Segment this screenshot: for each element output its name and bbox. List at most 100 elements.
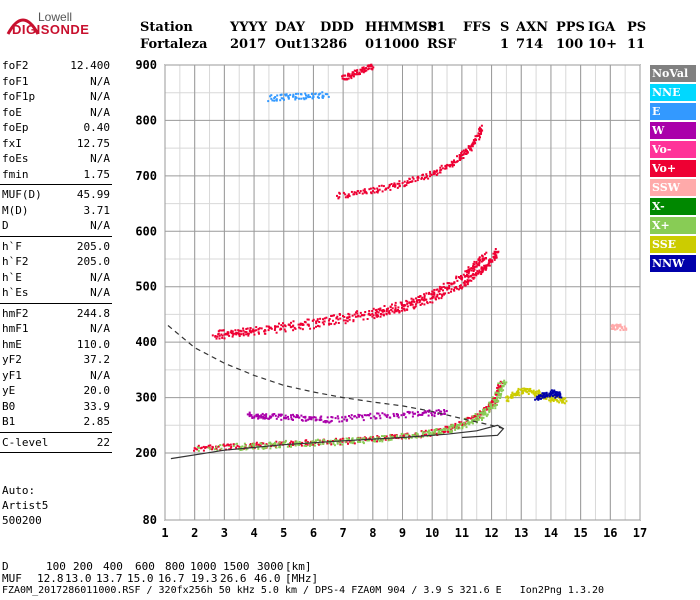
y-tick-label: 80 (143, 513, 157, 527)
echo-point (304, 443, 307, 446)
echo-point (414, 436, 417, 439)
header-value-0: Fortaleza (140, 37, 208, 52)
echo-point (197, 449, 200, 452)
echo-point (294, 441, 297, 444)
echo-point (377, 412, 380, 415)
echo-point (444, 429, 447, 431)
echo-point (399, 301, 402, 304)
echo-point (514, 392, 517, 395)
echo-point (265, 325, 268, 328)
param-row: h`F2 205.0 (0, 254, 112, 270)
legend-item-nne: NNE (650, 84, 696, 101)
echo-point (408, 301, 411, 304)
echo-point (366, 318, 369, 320)
echo-point (411, 303, 414, 306)
echo-point (260, 415, 263, 418)
echo-point (494, 255, 497, 258)
echo-point (207, 444, 210, 447)
echo-point (478, 138, 481, 141)
muf-value: 16.7 (158, 572, 185, 585)
echo-point (474, 138, 477, 141)
echo-point (403, 180, 406, 183)
echo-point (299, 323, 302, 326)
echo-point (398, 185, 401, 188)
echo-point (548, 399, 551, 402)
echo-point (382, 314, 385, 317)
echo-point (482, 413, 485, 416)
echo-point (375, 314, 378, 317)
echo-point (208, 446, 211, 449)
echo-point (450, 282, 453, 285)
echo-point (243, 442, 246, 445)
echo-point (273, 329, 276, 331)
echo-point (283, 416, 286, 419)
echo-point (395, 413, 398, 415)
echo-point (265, 415, 268, 418)
echo-point (416, 433, 419, 436)
echo-point (496, 397, 499, 400)
legend-item-vo: Vo- (650, 141, 696, 158)
echo-point (258, 327, 261, 330)
echo-point (247, 334, 250, 337)
header-label-9: PPS (556, 20, 585, 35)
echo-point (385, 310, 388, 312)
echo-point (445, 167, 448, 170)
echo-point (613, 324, 616, 327)
echo-point (437, 297, 440, 300)
echo-point (495, 393, 497, 396)
echo-point (488, 264, 491, 267)
echo-point (538, 391, 541, 394)
echo-point (369, 64, 372, 67)
echo-point (498, 389, 501, 392)
echo-point (219, 448, 222, 451)
echo-point (395, 434, 398, 437)
x-tick-label: 6 (310, 526, 317, 540)
echo-point (614, 324, 617, 327)
param-row: foF1 N/A (0, 74, 112, 90)
param-value: 22 (96, 435, 110, 449)
echo-point (379, 417, 382, 420)
echo-point (449, 431, 451, 433)
param-divider (0, 302, 112, 304)
echo-point (423, 297, 426, 299)
echo-point (481, 419, 483, 421)
echo-point (346, 418, 349, 421)
echo-point (611, 328, 613, 330)
echo-point (253, 333, 256, 336)
echo-point (371, 312, 374, 315)
echo-point (397, 416, 400, 419)
echo-point (406, 305, 409, 308)
y-tick-label: 400 (135, 335, 157, 349)
echo-point (397, 414, 399, 417)
param-name: B1 (2, 415, 16, 428)
echo-point (444, 427, 447, 430)
echo-point (505, 381, 508, 384)
echo-point (284, 325, 287, 328)
echo-point (334, 417, 337, 420)
echo-point (535, 394, 538, 397)
echo-point (450, 429, 453, 432)
echo-point (485, 415, 488, 418)
echo-point (560, 396, 563, 399)
echo-point (406, 302, 409, 305)
echo-point (504, 383, 507, 386)
echo-point (217, 445, 220, 448)
echo-point (394, 310, 397, 313)
echo-point (497, 394, 500, 397)
echo-point (467, 272, 470, 275)
echo-point (479, 130, 482, 133)
echo-point (223, 445, 226, 447)
echo-point (466, 416, 469, 419)
echo-point (473, 418, 476, 421)
echo-point (284, 417, 287, 420)
echo-point (350, 74, 353, 77)
echo-point (440, 288, 443, 291)
echo-point (481, 412, 484, 415)
echo-point (442, 427, 445, 430)
echo-point (264, 332, 267, 335)
echo-point (427, 177, 430, 180)
echo-point (391, 310, 394, 313)
param-divider (0, 184, 112, 185)
echo-point (293, 415, 295, 418)
echo-point (215, 337, 218, 340)
